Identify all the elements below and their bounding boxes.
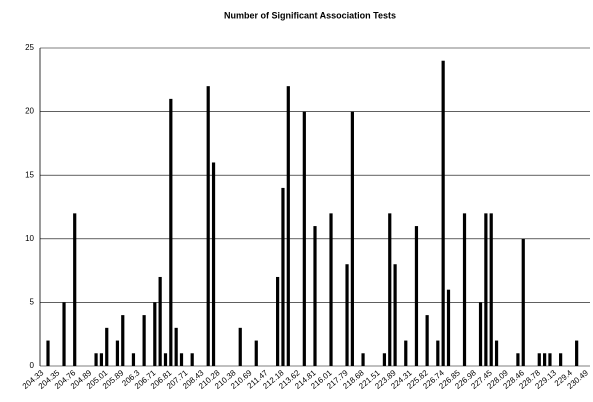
bar	[302, 111, 306, 366]
bar	[105, 327, 109, 366]
bar	[537, 353, 541, 366]
bar	[211, 162, 216, 366]
bar	[313, 226, 317, 366]
bar	[521, 238, 525, 366]
bar	[489, 213, 493, 366]
bar	[441, 60, 445, 366]
bar	[361, 353, 365, 366]
bar	[393, 264, 397, 366]
bar	[276, 276, 280, 366]
y-tick-label: 20	[25, 107, 34, 116]
bar	[131, 353, 136, 366]
bar	[115, 340, 120, 366]
y-tick-label: 0	[30, 361, 35, 370]
bar	[254, 340, 258, 366]
bar	[142, 315, 146, 366]
bar	[73, 213, 77, 366]
bar	[446, 289, 451, 366]
bar	[206, 86, 210, 366]
bar	[94, 353, 98, 366]
chart-title: Number of Significant Association Tests	[224, 10, 396, 20]
bar	[484, 213, 488, 366]
bar	[382, 353, 387, 366]
bar	[543, 353, 547, 366]
bar	[46, 340, 50, 366]
bar	[121, 315, 125, 366]
bar	[414, 226, 419, 366]
bar	[163, 353, 168, 366]
bar	[516, 353, 520, 366]
bar	[548, 353, 552, 366]
bar	[174, 327, 178, 366]
y-tick-label: 10	[25, 234, 34, 243]
y-tick-label: 15	[25, 170, 34, 179]
bar	[329, 213, 333, 366]
bar	[425, 315, 429, 366]
bar	[436, 340, 440, 366]
bar	[345, 264, 349, 366]
bar	[158, 276, 162, 366]
bar	[62, 302, 66, 366]
bar	[404, 340, 408, 366]
bar	[575, 340, 579, 366]
bar	[179, 353, 184, 366]
bar	[281, 187, 285, 366]
y-tick-label: 25	[25, 43, 34, 52]
bar	[190, 353, 194, 366]
bar	[388, 213, 392, 366]
bar	[153, 302, 157, 366]
bar	[462, 213, 467, 366]
y-tick-label: 5	[30, 298, 35, 307]
bar	[286, 86, 290, 366]
bar	[559, 353, 563, 366]
bar	[350, 111, 354, 366]
bar	[478, 302, 483, 366]
bar	[169, 98, 173, 366]
bar	[494, 340, 499, 366]
bar	[99, 353, 104, 366]
bar	[238, 327, 242, 366]
